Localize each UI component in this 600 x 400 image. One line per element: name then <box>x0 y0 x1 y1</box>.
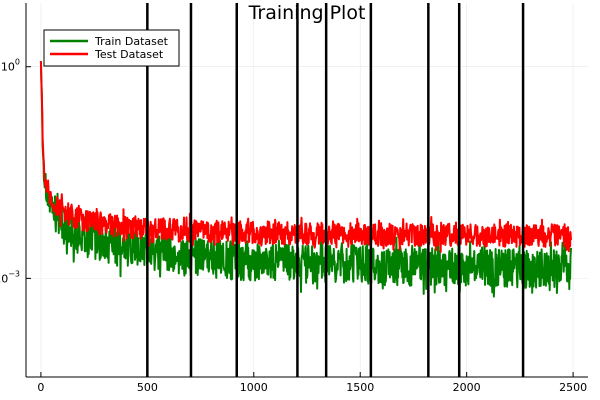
x-tick-label: 0 <box>37 381 44 394</box>
vertical-markers <box>146 3 525 377</box>
x-tick-label: 1500 <box>346 381 374 394</box>
series-layer <box>39 61 572 298</box>
tick-labels: 0 500 1000 1500 2000 2500 100 10−3 <box>0 58 587 394</box>
x-tick-label: 500 <box>137 381 158 394</box>
series-line-test <box>39 61 572 253</box>
x-tick-label: 2500 <box>559 381 587 394</box>
legend: Train Dataset Test Dataset <box>43 29 180 67</box>
axes-frame <box>25 3 588 378</box>
legend-box <box>43 29 180 67</box>
y-tick-label: 100 <box>1 58 20 74</box>
legend-label-train: Train Dataset <box>94 35 169 48</box>
series-line-train <box>39 61 572 298</box>
chart-title: Training Plot <box>248 2 366 24</box>
x-tick-label: 2000 <box>453 381 481 394</box>
y-tick-label: 10−3 <box>0 269 20 285</box>
x-tick-label: 1000 <box>240 381 268 394</box>
legend-label-test: Test Dataset <box>94 48 164 61</box>
